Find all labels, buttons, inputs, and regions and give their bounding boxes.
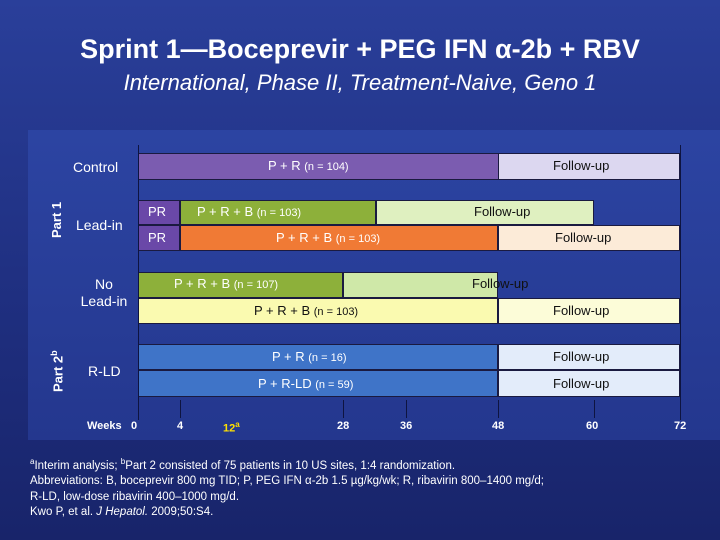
- control-treatment-label: P + R (n = 104): [268, 158, 349, 173]
- footnote-line-1: aInterim analysis; bPart 2 consisted of …: [30, 457, 456, 472]
- leadin1-pr-label: PR: [148, 204, 167, 219]
- part1-label: Part 1: [49, 201, 64, 238]
- tick-28: 28: [337, 420, 350, 432]
- control-treatment-bar: [138, 153, 512, 180]
- gridline-week-36: [406, 400, 407, 418]
- footnote-line-2: Abbreviations: B, boceprevir 800 mg TID;…: [30, 475, 544, 488]
- gridline-week-48: [498, 400, 499, 418]
- tick-4: 4: [177, 420, 184, 432]
- gridline-week-4: [180, 400, 181, 418]
- leadin-label: Lead-in: [76, 217, 123, 233]
- leadin1-followup-label: Follow-up: [474, 204, 531, 219]
- leadin2-treatment-bar: [180, 225, 498, 251]
- tick-60: 60: [586, 420, 599, 432]
- rld2-followup-bar: [498, 370, 680, 397]
- tick-72: 72: [674, 420, 687, 432]
- rld1-treatment-label: P + R (n = 16): [272, 349, 347, 364]
- slide-title: Sprint 1—Boceprevir + PEG IFN α-2b + RBV: [80, 34, 640, 64]
- gridline-week-0: [138, 145, 139, 420]
- no-leadin-label: No Lead-in: [80, 276, 128, 309]
- footnote-line-3: R-LD, low-dose ribavirin 400–1000 mg/d.: [30, 490, 240, 503]
- rld2-treatment-bar: [138, 370, 498, 397]
- leadin2-followup-bar: [498, 225, 680, 251]
- gridline-week-72: [680, 145, 681, 420]
- leadin1-treatment-label: P + R + B (n = 103): [197, 204, 302, 219]
- axis-weeks-label: Weeks: [87, 420, 122, 432]
- leadin2-followup-label: Follow-up: [555, 230, 612, 245]
- gridline-week-60: [594, 400, 595, 418]
- leadin2-pr-label: PR: [148, 230, 167, 245]
- noleadin2-followup-label: Follow-up: [553, 303, 610, 318]
- slide-subtitle: International, Phase II, Treatment-Naive…: [123, 70, 597, 95]
- leadin1-treatment-bar: [180, 200, 376, 225]
- rld2-treatment-label: P + R-LD (n = 59): [258, 376, 354, 391]
- control-followup-bar: [498, 153, 680, 180]
- gridline-week-28: [343, 400, 344, 418]
- rld1-treatment-bar: [138, 344, 498, 370]
- part2-label: Part 2b: [49, 350, 66, 392]
- control-label: Control: [73, 159, 119, 175]
- leadin1-pr-bar: [138, 200, 180, 225]
- footnote-line-4: Kwo P, et al. J Hepatol. 2009;50:S4.: [30, 506, 214, 519]
- tick-0: 0: [131, 420, 138, 432]
- noleadin1-followup-label: Follow-up: [472, 276, 529, 291]
- rld2-followup-label: Follow-up: [553, 376, 610, 391]
- rld-label: R-LD: [88, 363, 121, 379]
- leadin1-followup-bar: [376, 200, 594, 225]
- control-followup-label: Follow-up: [553, 158, 610, 173]
- leadin2-treatment-label: P + R + B (n = 103): [276, 230, 381, 245]
- rld1-followup-bar: [498, 344, 680, 370]
- noleadin1-treatment-bar: [138, 272, 343, 298]
- tick-48: 48: [492, 420, 505, 432]
- noleadin2-treatment-label: P + R + B (n = 103): [254, 303, 359, 318]
- noleadin1-treatment-label: P + R + B (n = 107): [174, 276, 279, 291]
- noleadin2-followup-bar: [498, 298, 680, 324]
- tick-12: 12a: [223, 420, 240, 435]
- rld1-followup-label: Follow-up: [553, 349, 610, 364]
- tick-36: 36: [400, 420, 413, 432]
- noleadin1-followup-bar: [343, 272, 498, 298]
- footnote: aInterim analysis; bPart 2 consisted of …: [30, 454, 710, 521]
